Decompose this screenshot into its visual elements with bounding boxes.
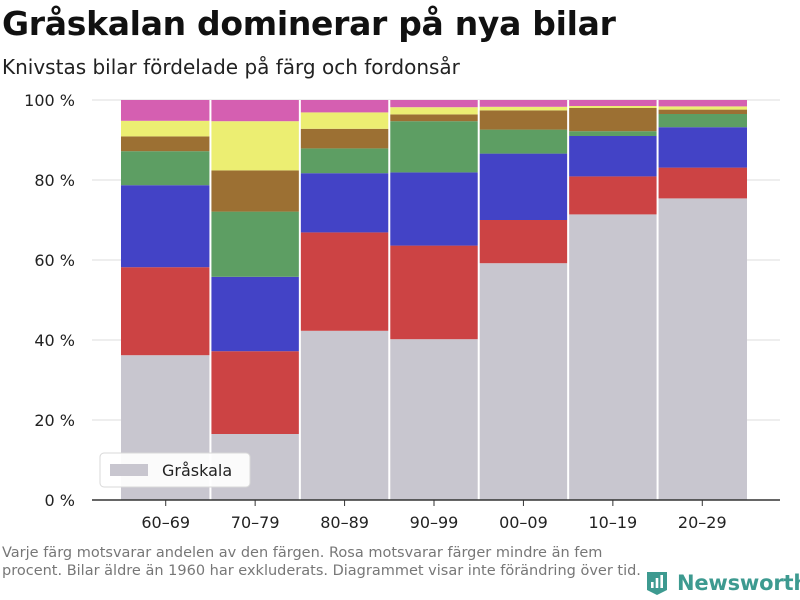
bar-segment (121, 151, 210, 185)
bar-segment (479, 263, 568, 500)
bar-segment (300, 331, 389, 500)
bar-segment (568, 136, 657, 176)
bar-segment (568, 108, 657, 131)
bar-segment (568, 106, 657, 108)
stacked-bar-chart: 0 % 20 % 40 % 60 % 80 % 100 % 60–69 70–79 80–89 9… (0, 0, 800, 600)
bar-segment (658, 114, 747, 127)
bar-segment (389, 246, 478, 340)
bar-segment (479, 107, 568, 111)
bar-segment (121, 100, 210, 121)
bar-segment (479, 100, 568, 107)
bar-segment (658, 106, 747, 109)
brand-logo: Newsworthy (645, 568, 800, 598)
y-tick-label: 20 % (34, 411, 75, 430)
bar-segment (300, 232, 389, 330)
bar-segment (210, 277, 299, 351)
bar-segment (658, 168, 747, 199)
bar-segment (300, 100, 389, 112)
bar-segment (568, 131, 657, 136)
bar-segment (121, 136, 210, 151)
bar-segment (210, 212, 299, 277)
y-tick-label: 80 % (34, 171, 75, 190)
x-tick-label: 20–29 (678, 513, 727, 532)
bar-segment (300, 148, 389, 173)
bar-segment (658, 100, 747, 106)
bar-segment (658, 198, 747, 500)
bar-segment (121, 121, 210, 137)
brand-name: Newsworthy (677, 571, 800, 595)
newsworthy-logo-icon (645, 570, 669, 596)
bar-segment (121, 267, 210, 355)
bar-segment (658, 127, 747, 167)
x-tick-label: 80–89 (320, 513, 369, 532)
x-tick-label: 10–19 (588, 513, 637, 532)
x-tick-label: 70–79 (231, 513, 280, 532)
bar-segment (210, 351, 299, 434)
bar-segment (210, 121, 299, 170)
x-tick-label: 60–69 (141, 513, 190, 532)
footnote: Varje färg motsvarar andelen av den färg… (2, 545, 642, 580)
bar-segment (389, 121, 478, 172)
bar-segment (300, 129, 389, 149)
y-tick-label: 0 % (45, 491, 75, 510)
bar-segment (389, 100, 478, 107)
bar-segment (389, 107, 478, 114)
legend-label: Gråskala (162, 461, 232, 480)
bar-segment (568, 100, 657, 106)
y-tick-label: 60 % (34, 251, 75, 270)
bar-segment (210, 100, 299, 121)
bar-segment (121, 185, 210, 267)
bar-segment (658, 110, 747, 114)
bar-segment (389, 172, 478, 245)
bar-segment (389, 339, 478, 500)
bar-segment (568, 214, 657, 500)
bar-segment (389, 114, 478, 121)
bar-segment (479, 110, 568, 129)
x-tick-label: 00–09 (499, 513, 548, 532)
legend-swatch (110, 464, 148, 476)
bar-segment (479, 220, 568, 263)
bar-segment (300, 173, 389, 232)
y-tick-label: 100 % (24, 91, 75, 110)
bar-segment (479, 130, 568, 154)
y-tick-label: 40 % (34, 331, 75, 350)
bar-segment (479, 154, 568, 220)
x-tick-label: 90–99 (410, 513, 459, 532)
bar-segment (210, 170, 299, 211)
bar-segment (300, 112, 389, 128)
bar-segment (568, 176, 657, 214)
